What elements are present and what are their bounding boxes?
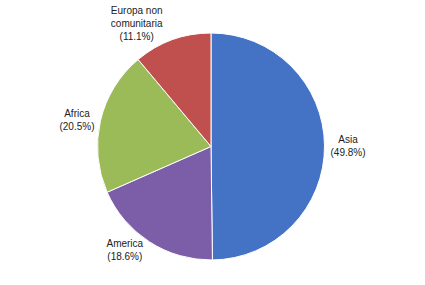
svg-text:Europa noncomunitaria(11.1%): Europa noncomunitaria(11.1%) [111,5,163,42]
svg-text:Africa(20.5%): Africa(20.5%) [59,108,94,132]
svg-text:Asia(49.8%): Asia(49.8%) [330,134,365,158]
svg-text:America(18.6%): America(18.6%) [106,238,143,262]
